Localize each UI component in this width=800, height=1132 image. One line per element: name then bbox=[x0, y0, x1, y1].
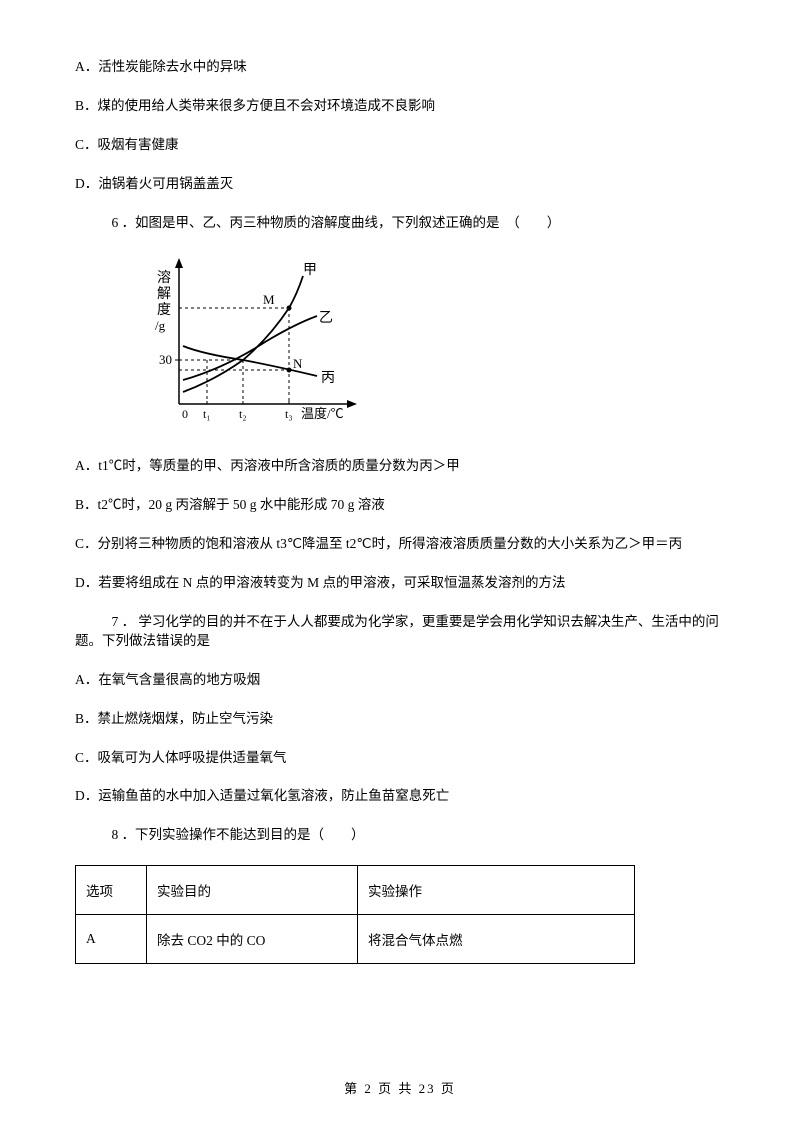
cell-a-purpose: 除去 CO2 中的 CO bbox=[147, 915, 358, 964]
q6-option-d: D．若要将组成在 N 点的甲溶液转变为 M 点的甲溶液，可采取恒温蒸发溶剂的方法 bbox=[75, 574, 725, 593]
page-container: A．活性炭能除去水中的异味 B．煤的使用给人类带来很多方便且不会对环境造成不良影… bbox=[0, 0, 800, 1132]
x-axis-arrow bbox=[347, 400, 357, 408]
q5-option-a: A．活性炭能除去水中的异味 bbox=[75, 58, 725, 77]
label-jia: 甲 bbox=[303, 263, 317, 278]
label-yi: 乙 bbox=[319, 310, 333, 326]
chart-svg: 溶 解 度 /g 30 0 t₁ t₂ t₃ 温度/℃ bbox=[145, 252, 373, 432]
x-label: 温度/℃ bbox=[301, 406, 344, 421]
point-m-label: M bbox=[263, 292, 275, 307]
y-label-2: 解 bbox=[157, 286, 171, 302]
solubility-chart: 溶 解 度 /g 30 0 t₁ t₂ t₃ 温度/℃ bbox=[145, 252, 725, 437]
y-label-3: 度 bbox=[157, 302, 171, 318]
y-axis-arrow bbox=[175, 258, 183, 268]
q8-table: 选项 实验目的 实验操作 A 除去 CO2 中的 CO 将混合气体点燃 bbox=[75, 865, 635, 964]
point-m-dot bbox=[287, 306, 292, 311]
q7-stem: 7 ． 学习化学的目的并不在于人人都要成为化学家，更重要是学会用化学知识去解决生… bbox=[75, 613, 725, 651]
th-purpose: 实验目的 bbox=[147, 866, 358, 915]
q5-option-c: C．吸烟有害健康 bbox=[75, 136, 725, 155]
cell-a-op: 将混合气体点燃 bbox=[358, 915, 635, 964]
q7-option-c: C．吸氧可为人体呼吸提供适量氧气 bbox=[75, 749, 725, 768]
cell-a-opt: A bbox=[76, 915, 147, 964]
q6-option-c: C．分别将三种物质的饱和溶液从 t3℃降温至 t2℃时，所得溶液溶质质量分数的大… bbox=[75, 535, 725, 554]
q5-option-b: B．煤的使用给人类带来很多方便且不会对环境造成不良影响 bbox=[75, 97, 725, 116]
y-tick-30: 30 bbox=[159, 352, 172, 367]
page-footer: 第 2 页 共 23 页 bbox=[0, 1078, 800, 1097]
th-option: 选项 bbox=[76, 866, 147, 915]
q8-stem: 8 ．下列实验操作不能达到目的是（ ） bbox=[75, 826, 725, 845]
point-n-dot bbox=[287, 368, 292, 373]
point-n-label: N bbox=[293, 356, 303, 371]
table-row: 选项 实验目的 实验操作 bbox=[76, 866, 635, 915]
q7-option-b: B．禁止燃烧烟煤，防止空气污染 bbox=[75, 710, 725, 729]
x-tick-0: 0 bbox=[182, 407, 188, 421]
q5-option-d: D．油锅着火可用锅盖盖灭 bbox=[75, 175, 725, 194]
th-operation: 实验操作 bbox=[358, 866, 635, 915]
y-label-1: 溶 bbox=[157, 270, 171, 286]
q6-option-b: B．t2℃时，20 g 丙溶解于 50 g 水中能形成 70 g 溶液 bbox=[75, 496, 725, 515]
y-unit: /g bbox=[155, 318, 166, 333]
q6-option-a: A．t1℃时，等质量的甲、丙溶液中所含溶质的质量分数为丙＞甲 bbox=[75, 457, 725, 476]
q7-option-d: D．运输鱼苗的水中加入适量过氧化氢溶液，防止鱼苗窒息死亡 bbox=[75, 787, 725, 806]
table-row: A 除去 CO2 中的 CO 将混合气体点燃 bbox=[76, 915, 635, 964]
x-tick-t2: t₂ bbox=[239, 407, 247, 421]
label-bing: 丙 bbox=[321, 371, 335, 386]
q7-option-a: A．在氧气含量很高的地方吸烟 bbox=[75, 671, 725, 690]
x-tick-t3: t₃ bbox=[285, 407, 293, 421]
x-tick-t1: t₁ bbox=[203, 407, 211, 421]
q6-stem: 6 ．如图是甲、乙、丙三种物质的溶解度曲线，下列叙述正确的是 （ ） bbox=[75, 214, 725, 233]
